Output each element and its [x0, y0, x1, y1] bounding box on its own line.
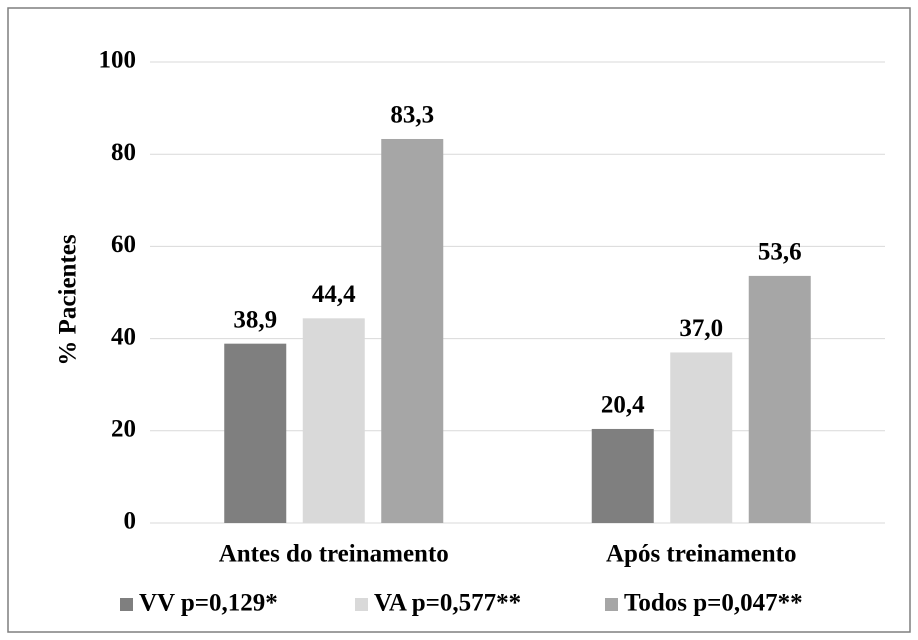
legend-label: VV p=0,129* — [139, 590, 278, 617]
bar — [224, 343, 287, 523]
bar — [381, 138, 444, 523]
legend-marker — [605, 598, 618, 611]
legend-marker — [355, 598, 368, 611]
data-label: 20,4 — [601, 392, 645, 419]
data-label: 83,3 — [390, 102, 434, 129]
y-tick-label: 60 — [111, 231, 136, 258]
data-label: 37,0 — [679, 315, 723, 342]
x-tick-label: Após treinamento — [606, 541, 797, 568]
y-tick-label: 0 — [124, 508, 137, 535]
bar — [591, 428, 654, 523]
legend-marker — [120, 598, 133, 611]
y-tick-label: 40 — [111, 323, 136, 350]
data-label: 53,6 — [758, 239, 802, 266]
data-label: 38,9 — [233, 306, 277, 333]
bar — [302, 318, 365, 523]
bar — [748, 275, 811, 523]
y-tick-label: 100 — [99, 47, 137, 74]
legend-label: VA p=0,577** — [374, 590, 521, 617]
y-tick-label: 80 — [111, 139, 136, 166]
y-axis-label: % Pacientes — [55, 234, 82, 365]
data-label: 44,4 — [312, 281, 356, 308]
legend-label: Todos p=0,047** — [624, 590, 803, 617]
x-tick-label: Antes do treinamento — [219, 541, 449, 568]
bar — [670, 352, 733, 523]
y-tick-label: 20 — [111, 416, 136, 443]
